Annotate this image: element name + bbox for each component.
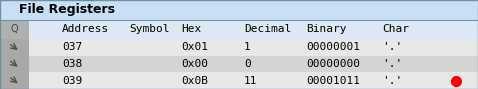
Text: 0: 0 bbox=[244, 59, 250, 69]
Text: Decimal: Decimal bbox=[244, 24, 291, 34]
Text: Char: Char bbox=[382, 24, 409, 34]
Text: '.': '.' bbox=[382, 76, 402, 86]
Text: '.': '.' bbox=[382, 42, 402, 53]
FancyBboxPatch shape bbox=[0, 56, 29, 72]
Text: 0x00: 0x00 bbox=[182, 59, 208, 69]
FancyBboxPatch shape bbox=[0, 72, 478, 89]
FancyBboxPatch shape bbox=[0, 0, 478, 20]
Text: File Registers: File Registers bbox=[19, 3, 115, 16]
Text: Address: Address bbox=[62, 24, 109, 34]
Text: 0x0B: 0x0B bbox=[182, 76, 208, 86]
FancyBboxPatch shape bbox=[0, 72, 29, 89]
Text: Symbol: Symbol bbox=[129, 24, 170, 34]
FancyBboxPatch shape bbox=[0, 39, 478, 56]
Text: Binary: Binary bbox=[306, 24, 347, 34]
Text: 11: 11 bbox=[244, 76, 257, 86]
FancyBboxPatch shape bbox=[0, 39, 29, 56]
FancyBboxPatch shape bbox=[0, 20, 29, 39]
Text: 038: 038 bbox=[62, 59, 82, 69]
Text: '.': '.' bbox=[382, 59, 402, 69]
Text: 039: 039 bbox=[62, 76, 82, 86]
Text: 037: 037 bbox=[62, 42, 82, 53]
Text: 1: 1 bbox=[244, 42, 250, 53]
FancyBboxPatch shape bbox=[29, 20, 478, 39]
Text: 00000000: 00000000 bbox=[306, 59, 360, 69]
Text: 00000001: 00000001 bbox=[306, 42, 360, 53]
Text: Hex: Hex bbox=[182, 24, 202, 34]
FancyBboxPatch shape bbox=[0, 56, 478, 72]
Text: 0x01: 0x01 bbox=[182, 42, 208, 53]
Text: 00001011: 00001011 bbox=[306, 76, 360, 86]
Text: Q: Q bbox=[11, 24, 18, 34]
